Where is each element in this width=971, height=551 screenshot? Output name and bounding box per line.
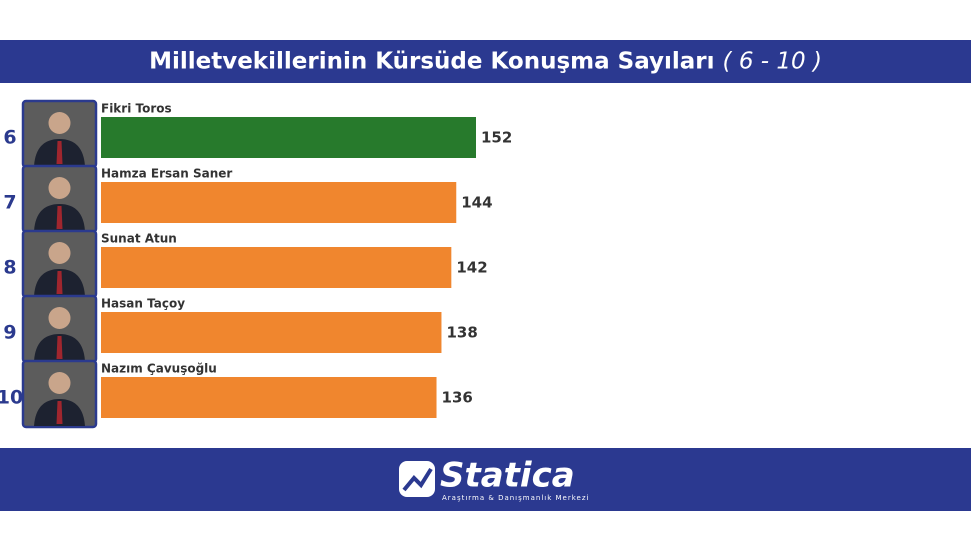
header-band [0,40,971,83]
photo-tie [56,336,63,359]
tagline: Araştırma & Danışmanlık Merkezi [442,494,589,502]
value-label: 136 [442,389,473,407]
rank: 8 [3,257,16,279]
rank: 9 [3,322,16,344]
bar [101,312,442,353]
value-label: 138 [446,324,477,342]
category-label: Nazım Çavuşoğlu [101,362,217,376]
bar [101,182,457,223]
photo-head [48,372,71,394]
photo-head [48,112,71,134]
category-label: Hamza Ersan Saner [101,167,232,181]
footer-band [0,448,971,511]
chart-subtitle: ( 6 - 10 ) [723,49,822,75]
photo-head [48,242,71,264]
brand: Statica [440,456,575,496]
rank: 10 [0,387,23,409]
photo-head [48,177,71,199]
category-label: Sunat Atun [101,232,177,246]
bar [101,247,452,288]
rank: 6 [3,127,16,149]
photo-head [48,307,71,329]
logo [399,461,435,497]
rank: 7 [3,192,16,214]
chart-title: Milletvekillerinin Kürsüde Konuşma Sayıl… [149,49,714,75]
photo-tie [56,401,63,424]
photo-tie [56,141,63,164]
value-label: 152 [481,129,512,147]
bar [101,377,437,418]
photo-tie [56,206,63,229]
category-label: Fikri Toros [101,102,172,116]
photo-tie [56,271,63,294]
bar [101,117,476,158]
category-label: Hasan Taçoy [101,297,185,311]
value-label: 144 [461,194,492,212]
value-label: 142 [456,259,487,277]
